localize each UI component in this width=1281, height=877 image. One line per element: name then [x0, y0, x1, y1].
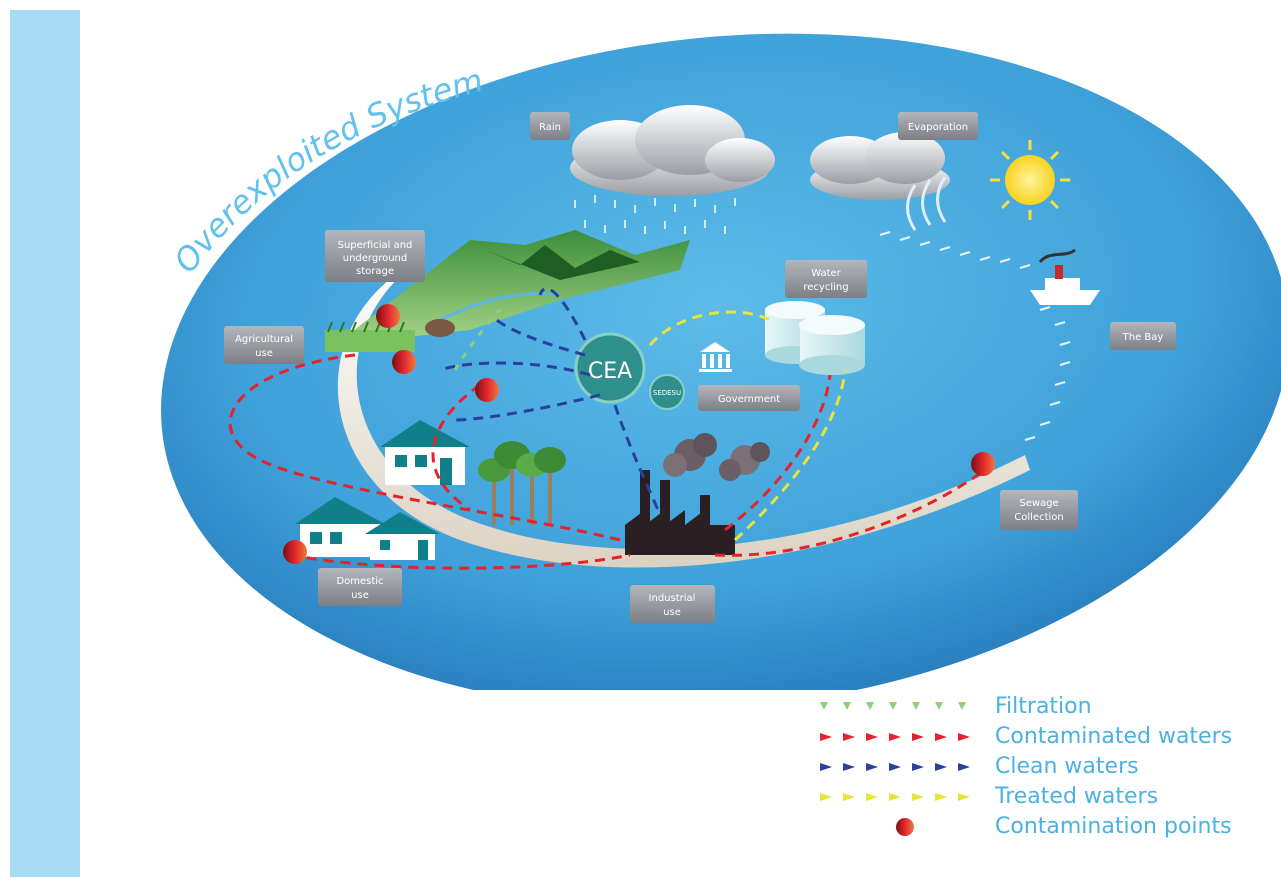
domestic-houses-icon	[295, 497, 440, 560]
rain-drops-icon	[574, 195, 736, 234]
legend-item-contaminated: Contaminated waters	[815, 722, 1281, 752]
water-ripples-icon	[879, 231, 1071, 441]
storage-label-line2: underground	[343, 253, 408, 264]
house-icon	[380, 420, 470, 485]
legend-label-contaminated: Contaminated waters	[995, 724, 1233, 749]
rain-label: Rain	[539, 122, 561, 133]
ship-icon	[1030, 248, 1100, 305]
clean-marker-icon	[820, 763, 970, 771]
agricultural-label-line1: Agricultural	[235, 334, 293, 345]
factory-icon	[625, 433, 770, 555]
contamination-point	[376, 304, 400, 328]
legend-item-filtration: Filtration	[815, 692, 1281, 722]
river-icon	[439, 292, 561, 322]
government-label: Government	[718, 394, 780, 405]
evaporation-arrows-icon	[906, 176, 947, 231]
sewage-label-line1: Sewage	[1019, 498, 1058, 509]
contaminated-marker-icon	[820, 733, 970, 741]
cea-badge	[574, 332, 646, 404]
contamination-point	[475, 378, 499, 402]
agricultural-label-line2: use	[255, 348, 273, 359]
cea-label: CEA	[588, 359, 632, 384]
legend-label-contamination-points: Contamination points	[995, 814, 1232, 839]
mountain-peaks-icon	[485, 245, 640, 280]
legend: Filtration Contaminated waters Clean wat…	[815, 692, 1281, 842]
contaminated-flows	[228, 353, 986, 570]
storage-label-line1: Superficial and	[338, 240, 413, 251]
clean-flows	[439, 287, 662, 516]
water-recycling-label-line1: Water	[811, 268, 841, 279]
sewage-label-box	[1000, 490, 1078, 530]
domestic-label-line2: use	[351, 590, 369, 601]
sedesu-label: SEDESU	[653, 389, 681, 397]
side-bar	[10, 10, 80, 877]
cow-icon	[425, 319, 455, 337]
filtration-flows	[453, 308, 502, 371]
evaporation-label: Evaporation	[908, 122, 968, 133]
contamination-point	[971, 452, 995, 476]
contamination-point	[392, 350, 416, 374]
sewage-label-line2: Collection	[1014, 512, 1063, 523]
rain-cloud-icon	[570, 105, 775, 196]
evaporation-label-box	[898, 112, 978, 140]
domestic-label-box	[318, 568, 402, 606]
government-label-box	[698, 385, 800, 411]
evaporation-cloud-icon	[810, 132, 950, 200]
legend-item-contamination-points: Contamination points	[815, 812, 1281, 842]
legend-item-clean: Clean waters	[815, 752, 1281, 782]
filtration-marker-icon	[820, 702, 966, 710]
water-tanks-icon	[765, 301, 865, 375]
water-recycling-label-box	[785, 260, 867, 298]
contamination-point	[283, 540, 307, 564]
sun-icon	[990, 140, 1070, 220]
storage-label-line3: storage	[356, 266, 394, 277]
agricultural-label-box	[224, 326, 304, 364]
industrial-label-box	[630, 585, 715, 623]
treated-marker-icon	[820, 793, 970, 801]
legend-label-filtration: Filtration	[995, 694, 1092, 719]
rain-label-box	[530, 112, 570, 140]
industrial-label-line2: use	[663, 607, 681, 618]
legend-label-treated: Treated waters	[995, 784, 1159, 809]
crops-icon	[325, 330, 415, 352]
trees-icon	[478, 441, 566, 525]
treated-flows	[648, 310, 847, 542]
domestic-label-line1: Domestic	[336, 576, 383, 587]
contamination-point-marker-icon	[896, 818, 914, 836]
government-building-icon	[699, 342, 732, 372]
legend-label-clean: Clean waters	[995, 754, 1139, 779]
the-bay-label: The Bay	[1122, 332, 1164, 343]
water-cycle-diagram: Overexploited System	[161, 33, 1281, 690]
sedesu-badge	[649, 374, 685, 410]
legend-item-treated: Treated waters	[815, 782, 1281, 812]
industrial-label-line1: Industrial	[649, 593, 696, 604]
storage-label-box	[325, 230, 425, 282]
the-bay-label-box	[1110, 322, 1176, 350]
water-recycling-label-line2: recycling	[803, 282, 848, 293]
